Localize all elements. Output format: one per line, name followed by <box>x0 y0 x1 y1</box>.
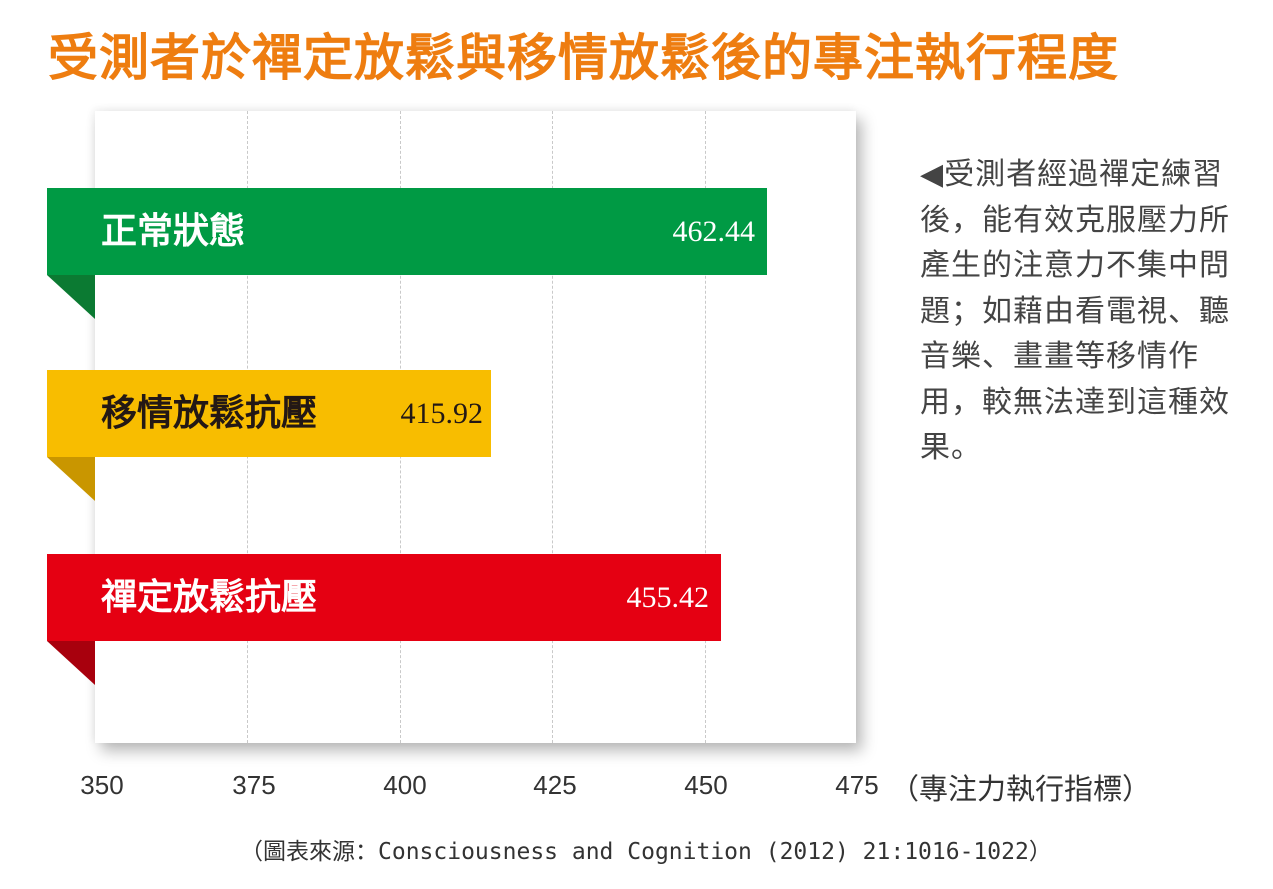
bar-meditation-relax: 禪定放鬆抗壓 455.42 <box>47 554 721 641</box>
tick-label: 400 <box>383 770 427 800</box>
bar-empathy-relax: 移情放鬆抗壓 415.92 <box>47 370 491 457</box>
tick-label: 375 <box>232 770 276 800</box>
x-axis-ticks: 350 375 400 425 450 475 <box>0 770 1273 810</box>
annotation-note: ◀受測者經過禪定練習後，能有效克服壓力所產生的注意力不集中問題；如藉由看電視、聽… <box>920 157 1230 465</box>
bar-value: 415.92 <box>400 397 484 430</box>
ribbon-fold-yellow <box>47 457 95 501</box>
bar-label: 移情放鬆抗壓 <box>101 393 318 434</box>
tick-label: 450 <box>684 770 728 800</box>
tick-label: 475 <box>835 770 879 800</box>
source-citation: （圖表來源：Consciousness and Cognition (2012)… <box>240 839 1052 865</box>
tick-label: 350 <box>80 770 124 800</box>
bar-label: 正常狀態 <box>101 211 246 252</box>
bar-value: 455.42 <box>626 581 710 614</box>
x-axis-label: （專注力執行指標） <box>890 772 1152 806</box>
bar-normal-state: 正常狀態 462.44 <box>47 188 767 275</box>
bar-label: 禪定放鬆抗壓 <box>101 577 318 618</box>
bar-value: 462.44 <box>672 215 756 248</box>
tick-label: 425 <box>533 770 577 800</box>
chart-title: 受測者於禪定放鬆與移情放鬆後的專注執行程度 <box>48 29 1119 87</box>
gridline-425 <box>552 111 553 743</box>
ribbon-fold-green <box>47 275 95 319</box>
gridline-450 <box>705 111 706 743</box>
ribbon-fold-red <box>47 641 95 685</box>
